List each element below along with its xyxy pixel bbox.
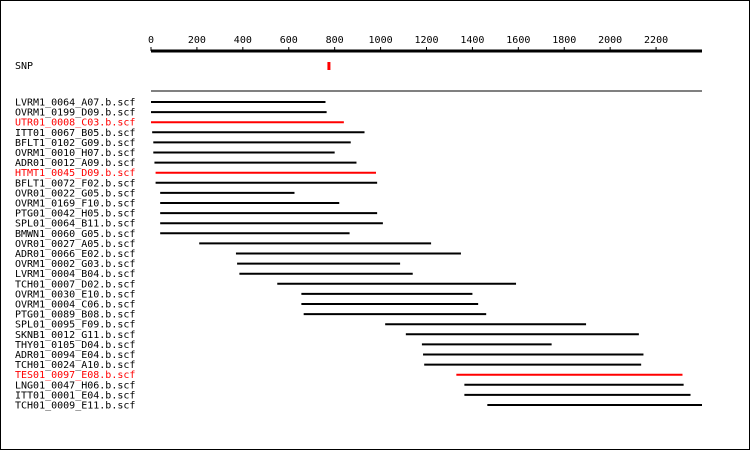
read-row[interactable]: OVRM1_0004_C06.b.scf (15, 300, 479, 311)
read-name[interactable]: ITT01_0067_B05.b.scf (15, 128, 135, 139)
read-name[interactable]: BFLT1_0102_G09.b.scf (15, 138, 135, 149)
read-name[interactable]: TCH01_0007_D02.b.scf (15, 279, 135, 290)
read-row[interactable]: ADR01_0012_A09.b.scf (15, 158, 357, 169)
axis-tick-label: 1000 (369, 35, 393, 46)
axis-tick-label: 2000 (598, 35, 622, 46)
axis-tick-label: 1200 (414, 35, 438, 46)
read-name[interactable]: BFLT1_0072_F02.b.scf (15, 178, 135, 189)
read-row[interactable]: SPL01_0095_F09.b.scf (15, 320, 587, 331)
read-row[interactable]: OVR01_0022_G05.b.scf (15, 188, 295, 199)
read-row[interactable]: LVRM1_0004_B04.b.scf (15, 269, 413, 280)
snp-track: SNP (15, 61, 331, 72)
read-name[interactable]: SPL01_0095_F09.b.scf (15, 320, 135, 331)
read-name[interactable]: HTMT1_0045_D09.b.scf (15, 168, 135, 179)
read-row[interactable]: THY01_0105_D04.b.scf (15, 340, 552, 351)
read-name[interactable]: OVRM1_0010_H07.b.scf (15, 148, 135, 159)
read-row[interactable]: SKNB1_0012_G11.b.scf (15, 330, 639, 341)
snp-marker (327, 62, 331, 70)
axis-tick-label: 600 (280, 35, 298, 46)
read-name[interactable]: OVRM1_0199_D09.b.scf (15, 108, 135, 119)
read-name[interactable]: THY01_0105_D04.b.scf (15, 340, 135, 351)
reads-track: LVRM1_0064_A07.b.scfOVRM1_0199_D09.b.scf… (15, 98, 702, 412)
axis-tick-label: 0 (148, 35, 154, 46)
read-row[interactable]: ADR01_0066_E02.b.scf (15, 249, 461, 260)
read-row[interactable]: PTG01_0042_H05.b.scf (15, 209, 378, 220)
read-name[interactable]: TCH01_0009_E11.b.scf (15, 401, 135, 412)
read-row[interactable]: ITT01_0067_B05.b.scf (15, 128, 365, 139)
read-name[interactable]: OVRM1_0002_G03.b.scf (15, 259, 135, 270)
read-name[interactable]: OVR01_0027_A05.b.scf (15, 239, 135, 250)
read-row[interactable]: LNG01_0047_H06.b.scf (15, 380, 684, 391)
read-row[interactable]: UTR01_0008_C03.b.scf (15, 118, 344, 129)
axis-tick-label: 800 (326, 35, 344, 46)
read-row[interactable]: OVRM1_0030_E10.b.scf (15, 289, 473, 300)
axis-tick-label: 400 (234, 35, 252, 46)
read-name[interactable]: ITT01_0001_E04.b.scf (15, 390, 135, 401)
snp-label: SNP (15, 61, 33, 72)
read-name[interactable]: TCH01_0024_A10.b.scf (15, 360, 135, 371)
read-row[interactable]: BFLT1_0072_F02.b.scf (15, 178, 378, 189)
read-name[interactable]: OVRM1_0030_E10.b.scf (15, 289, 135, 300)
read-row[interactable]: TCH01_0009_E11.b.scf (15, 401, 702, 412)
read-name[interactable]: OVRM1_0004_C06.b.scf (15, 300, 135, 311)
axis-tick-label: 200 (188, 35, 206, 46)
read-row[interactable]: OVRM1_0199_D09.b.scf (15, 108, 327, 119)
read-row[interactable]: HTMT1_0045_D09.b.scf (15, 168, 376, 179)
read-name[interactable]: OVRM1_0169_F10.b.scf (15, 199, 135, 210)
read-name[interactable]: TES01_0097_E08.b.scf (15, 370, 135, 381)
read-row[interactable]: OVRM1_0169_F10.b.scf (15, 199, 340, 210)
read-name[interactable]: ADR01_0094_E04.b.scf (15, 350, 135, 361)
read-row[interactable]: OVR01_0027_A05.b.scf (15, 239, 432, 250)
position-axis: 0 200 400 600 800 1000 1200 1400 1600 1800 2000 220… (148, 35, 702, 53)
read-row[interactable]: ITT01_0001_E04.b.scf (15, 390, 691, 401)
read-name[interactable]: PTG01_0042_H05.b.scf (15, 209, 135, 220)
axis-tick-label: 2200 (644, 35, 668, 46)
read-row[interactable]: TCH01_0007_D02.b.scf (15, 279, 517, 290)
read-name[interactable]: ADR01_0066_E02.b.scf (15, 249, 135, 260)
read-row[interactable]: TES01_0097_E08.b.scf (15, 370, 683, 381)
read-row[interactable]: PTG01_0089_B08.b.scf (15, 310, 487, 321)
read-row[interactable]: BFLT1_0102_G09.b.scf (15, 138, 351, 149)
read-name[interactable]: ADR01_0012_A09.b.scf (15, 158, 135, 169)
read-row[interactable]: TCH01_0024_A10.b.scf (15, 360, 642, 371)
read-name[interactable]: SPL01_0064_B11.b.scf (15, 219, 135, 230)
read-name[interactable]: LVRM1_0064_A07.b.scf (15, 98, 135, 109)
axis-tick-label: 1600 (506, 35, 530, 46)
axis-tick-label: 1400 (460, 35, 484, 46)
read-name[interactable]: UTR01_0008_C03.b.scf (15, 118, 135, 129)
read-row[interactable]: BMWN1_0060_G05.b.scf (15, 229, 350, 240)
read-name[interactable]: PTG01_0089_B08.b.scf (15, 310, 135, 321)
axis-tick-label: 1800 (552, 35, 576, 46)
read-row[interactable]: OVRM1_0002_G03.b.scf (15, 259, 401, 270)
read-row[interactable]: SPL01_0064_B11.b.scf (15, 219, 383, 230)
read-name[interactable]: LVRM1_0004_B04.b.scf (15, 269, 135, 280)
read-row[interactable]: LVRM1_0064_A07.b.scf (15, 98, 326, 109)
read-name[interactable]: BMWN1_0060_G05.b.scf (15, 229, 135, 240)
read-name[interactable]: OVR01_0022_G05.b.scf (15, 188, 135, 199)
read-row[interactable]: OVRM1_0010_H07.b.scf (15, 148, 335, 159)
read-name[interactable]: LNG01_0047_H06.b.scf (15, 380, 135, 391)
read-name[interactable]: SKNB1_0012_G11.b.scf (15, 330, 135, 341)
read-row[interactable]: ADR01_0094_E04.b.scf (15, 350, 644, 361)
